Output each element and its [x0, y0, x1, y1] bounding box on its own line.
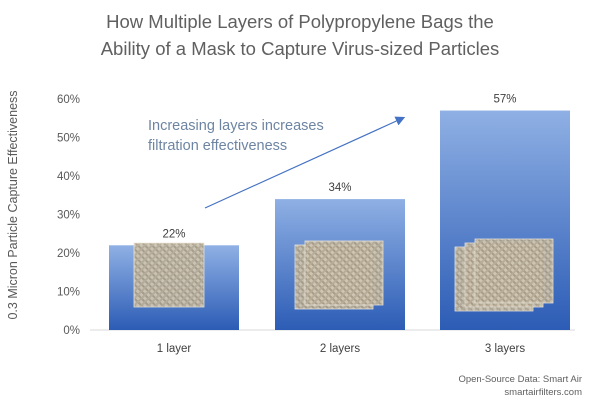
trend-arrow — [204, 116, 406, 209]
y-tick-label: 50% — [57, 133, 80, 145]
category-label: 1 layer — [157, 343, 192, 355]
y-tick-label: 60% — [57, 94, 80, 106]
y-tick-label: 0% — [63, 325, 80, 337]
y-tick-label: 20% — [57, 248, 80, 260]
annotation-line-2: filtration effectiveness — [148, 138, 287, 154]
fabric-layers-2 — [294, 240, 384, 310]
data-label: 34% — [328, 182, 351, 194]
category-label: 2 layers — [320, 343, 361, 355]
category-labels: 1 layer 2 layers 3 layers — [157, 343, 526, 355]
fabric-sheet — [304, 240, 384, 306]
source-line-2: smartairfilters.com — [504, 387, 582, 398]
fabric-sheet — [133, 242, 205, 308]
y-tick-label: 10% — [57, 287, 80, 299]
chart-title-line-2: Ability of a Mask to Capture Virus-sized… — [101, 38, 500, 59]
annotation-line-1: Increasing layers increases — [148, 118, 324, 134]
y-axis-label: 0.3 Micron Particle Capture Effectivenes… — [6, 90, 20, 319]
data-labels: 22% 34% 57% — [162, 94, 516, 241]
fabric-illustrations — [133, 238, 554, 312]
y-tick-label: 30% — [57, 210, 80, 222]
data-label: 57% — [493, 94, 516, 106]
source-line-1: Open-Source Data: Smart Air — [458, 374, 582, 385]
fabric-layers-3 — [454, 238, 554, 312]
y-tick-label: 40% — [57, 171, 80, 183]
fabric-layers-1 — [133, 242, 205, 308]
y-axis-ticks: 0% 10% 20% 30% 40% 50% 60% — [57, 94, 80, 337]
fabric-sheet — [474, 238, 554, 304]
category-label: 3 layers — [485, 343, 526, 355]
data-label: 22% — [162, 228, 185, 240]
chart-title-line-1: How Multiple Layers of Polypropylene Bag… — [106, 11, 494, 32]
